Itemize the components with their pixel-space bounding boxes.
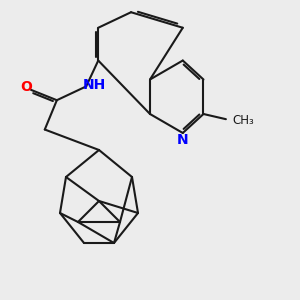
Text: CH₃: CH₃: [232, 114, 254, 127]
Text: NH: NH: [83, 78, 106, 92]
Text: N: N: [176, 133, 188, 147]
Text: O: O: [20, 80, 32, 94]
